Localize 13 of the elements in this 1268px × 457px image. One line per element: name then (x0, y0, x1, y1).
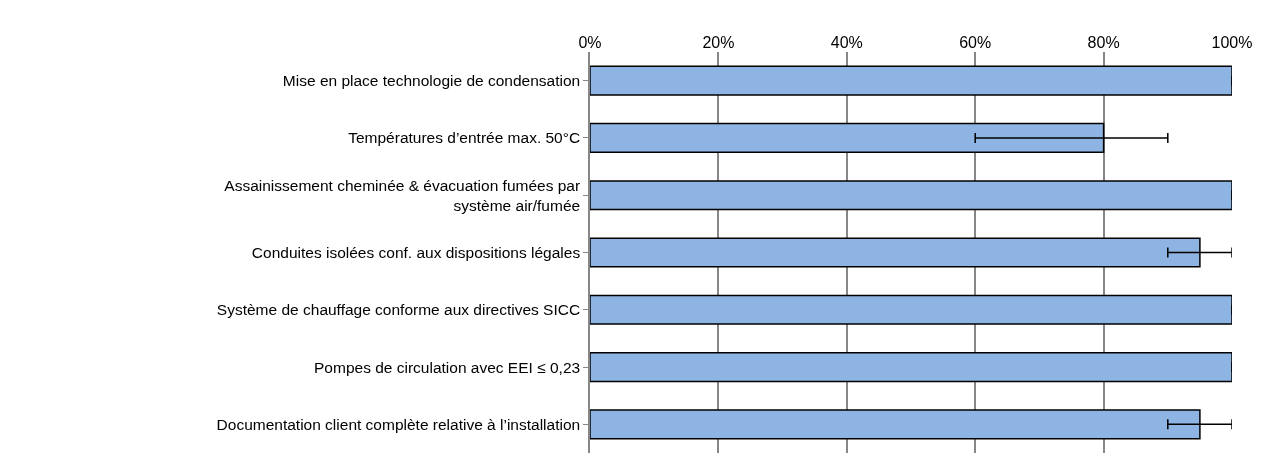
y-tick-label: Pompes de circulation avec EEI ≤ 0,23 (314, 358, 581, 376)
x-tick-label: 0% (578, 33, 602, 51)
x-tick-label: 40% (830, 33, 863, 51)
y-tick-label: Système de chauffage conforme aux directives SICC (216, 301, 581, 319)
y-tick-label: Températures d’entrée max. 50°C (348, 129, 581, 147)
x-tick-label: 60% (959, 33, 992, 51)
x-tick-label: 100% (1211, 33, 1253, 51)
y-tick-label: Conduites isolées conf. aux dispositions légales (251, 243, 581, 261)
x-tick-label: 80% (1087, 33, 1120, 51)
y-tick-label: Documentation client complète relative à l’installation (216, 415, 581, 433)
y-tick-label: Mise en place technologie de condensation (282, 72, 581, 90)
x-tick-label: 20% (702, 33, 735, 51)
y-tick-label: Assainissement cheminée & évacuation fumées par système air/fumée (224, 176, 581, 214)
